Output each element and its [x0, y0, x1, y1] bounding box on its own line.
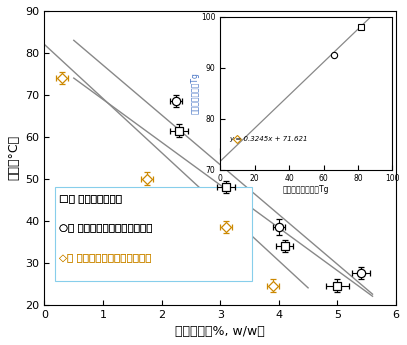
Text: □： 通常のクッキー: □： 通常のクッキー	[59, 193, 122, 203]
Text: ◇： ソルビトール含有クッキー: ◇： ソルビトール含有クッキー	[59, 252, 151, 262]
FancyBboxPatch shape	[55, 187, 252, 281]
Text: ◇： ソルビトール含有クッキー: ◇： ソルビトール含有クッキー	[59, 252, 151, 262]
X-axis label: 水分含量（%, w/w）: 水分含量（%, w/w）	[175, 325, 265, 338]
Text: □： 通常のクッキー: □： 通常のクッキー	[59, 193, 122, 203]
Y-axis label: 温度（°C）: 温度（°C）	[7, 135, 20, 180]
Text: ○： トレハロース含有クッキー: ○： トレハロース含有クッキー	[59, 223, 152, 233]
Text: ○： トレハロース含有クッキー: ○： トレハロース含有クッキー	[59, 223, 152, 233]
